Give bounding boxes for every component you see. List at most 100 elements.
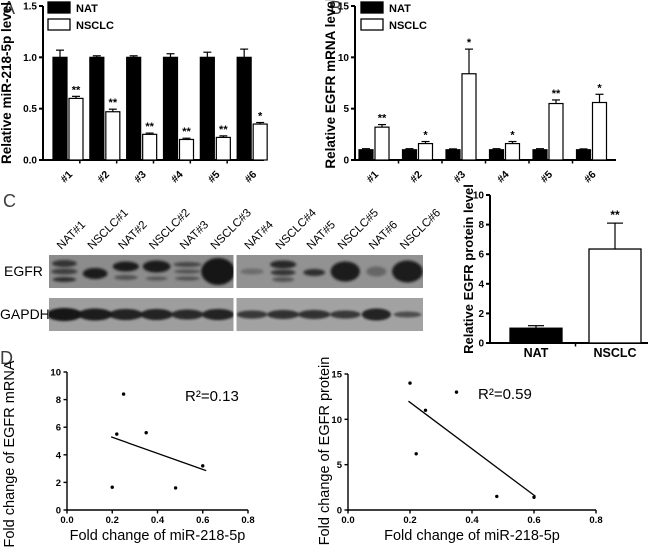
legend-swatch-nsclc bbox=[360, 18, 384, 31]
bar-nat-3 bbox=[126, 56, 142, 161]
y-tick-label: 5 bbox=[337, 460, 343, 471]
bar-nsclc-5 bbox=[215, 136, 231, 161]
y-tick-label: 1.0 bbox=[23, 53, 37, 64]
data-point bbox=[532, 495, 536, 500]
lane-label: NAT#4 bbox=[243, 219, 277, 253]
protein-band bbox=[140, 309, 173, 320]
category-label: #4 bbox=[495, 169, 512, 186]
significance-mark: ** bbox=[552, 88, 561, 100]
category-label: #5 bbox=[538, 169, 555, 186]
significance-mark: ** bbox=[182, 126, 191, 138]
data-point bbox=[423, 408, 428, 412]
protein-band bbox=[52, 277, 76, 282]
significance-mark: * bbox=[510, 130, 515, 142]
bar-nat-4 bbox=[162, 56, 179, 161]
r-squared-annotation: R²=0.13 bbox=[185, 388, 239, 405]
data-point bbox=[173, 486, 178, 490]
data-point bbox=[454, 390, 459, 394]
protein-band bbox=[270, 269, 296, 276]
bar-nsclc-6 bbox=[591, 101, 608, 161]
mrna-correlation-scatter: 0 2 4 6 8 10 0.0 0.2 0.4 0.6 0.8 R²=0.13 Fold change… bbox=[2, 360, 255, 547]
category-label: #6 bbox=[582, 169, 599, 186]
x-tick-label: 0.8 bbox=[241, 515, 254, 526]
category-label: #2 bbox=[408, 169, 425, 186]
protein-band bbox=[298, 310, 331, 319]
data-point bbox=[115, 432, 119, 436]
category-label: #3 bbox=[451, 169, 468, 186]
significance-mark: ** bbox=[145, 121, 154, 133]
x-axis-label: Fold change of miR-218-5p bbox=[384, 528, 560, 544]
significance-mark: ** bbox=[72, 84, 81, 96]
protein-band bbox=[175, 276, 200, 281]
fit-line bbox=[110, 436, 207, 472]
protein-band bbox=[108, 309, 143, 320]
western-blot-panel: EGFRGAPDHNAT#1NSCLC#1NAT#2NSCLC#2NAT#3NS… bbox=[0, 207, 443, 333]
significance-mark: ** bbox=[109, 97, 118, 109]
y-tick-label: 0.0 bbox=[23, 156, 37, 167]
protein-band bbox=[366, 266, 387, 277]
bar-nsclc bbox=[588, 248, 642, 344]
x-tick-label: 0.4 bbox=[151, 515, 165, 526]
x-tick-label: 0.8 bbox=[589, 515, 602, 526]
significance-mark: ** bbox=[378, 113, 387, 125]
bar-nsclc-1 bbox=[374, 126, 390, 161]
lane-label: NAT#1 bbox=[55, 219, 88, 252]
category-label: #6 bbox=[243, 169, 260, 186]
significance-mark: * bbox=[467, 37, 472, 49]
data-point bbox=[414, 452, 418, 456]
data-point bbox=[408, 381, 412, 385]
protein-band bbox=[303, 269, 325, 276]
data-point bbox=[121, 392, 126, 396]
category-label: #4 bbox=[169, 169, 186, 186]
data-point bbox=[201, 464, 205, 468]
protein-band bbox=[201, 309, 235, 320]
protein-band bbox=[240, 268, 264, 275]
category-label: NSCLC bbox=[593, 346, 636, 360]
y-tick-label: 0 bbox=[56, 506, 61, 517]
legend-label: NSCLC bbox=[389, 20, 427, 32]
category-label: #3 bbox=[132, 169, 149, 186]
protein-band bbox=[49, 308, 83, 321]
y-tick-label: 10 bbox=[473, 191, 485, 202]
category-label: #1 bbox=[364, 169, 381, 186]
protein-band bbox=[52, 260, 77, 267]
protein-band bbox=[51, 268, 78, 275]
legend-swatch-nat bbox=[360, 1, 384, 14]
protein-band bbox=[393, 311, 422, 318]
protein-band bbox=[329, 310, 361, 319]
y-axis-label: Relative miR-218-5p level bbox=[0, 2, 14, 164]
protein-band bbox=[361, 308, 392, 321]
y-tick-label: 0.5 bbox=[23, 104, 37, 115]
protein-band bbox=[330, 261, 360, 282]
category-label: NAT bbox=[524, 346, 549, 360]
category-label: #1 bbox=[58, 169, 75, 186]
protein-band bbox=[78, 308, 113, 321]
y-tick-label: 8 bbox=[478, 220, 484, 231]
bar-nsclc-2 bbox=[105, 111, 121, 161]
y-tick-label: 15 bbox=[338, 2, 350, 13]
bar-nat-2 bbox=[89, 56, 105, 161]
x-tick-label: 0.2 bbox=[403, 515, 416, 526]
panel-label-d: D bbox=[0, 348, 13, 368]
bar-nat-6 bbox=[236, 56, 252, 161]
legend-label: NAT bbox=[76, 3, 98, 15]
y-tick-label: 4 bbox=[478, 279, 484, 290]
egfr-bands bbox=[51, 258, 423, 285]
x-tick-label: 0.0 bbox=[341, 515, 354, 526]
y-tick-label: 2 bbox=[478, 309, 484, 320]
legend-label: NAT bbox=[389, 3, 411, 15]
protein-band bbox=[112, 261, 139, 272]
protein-band bbox=[174, 269, 201, 274]
bar-nsclc-3 bbox=[461, 73, 477, 161]
bar-nat bbox=[509, 327, 563, 344]
protein-band bbox=[266, 310, 300, 319]
bar-nat-1 bbox=[358, 149, 374, 161]
protein-band bbox=[272, 277, 294, 282]
protein-band bbox=[236, 310, 268, 319]
protein-band bbox=[142, 260, 171, 273]
legend-label: NSCLC bbox=[76, 20, 114, 32]
lane-label: NSCLC#6 bbox=[398, 207, 443, 252]
